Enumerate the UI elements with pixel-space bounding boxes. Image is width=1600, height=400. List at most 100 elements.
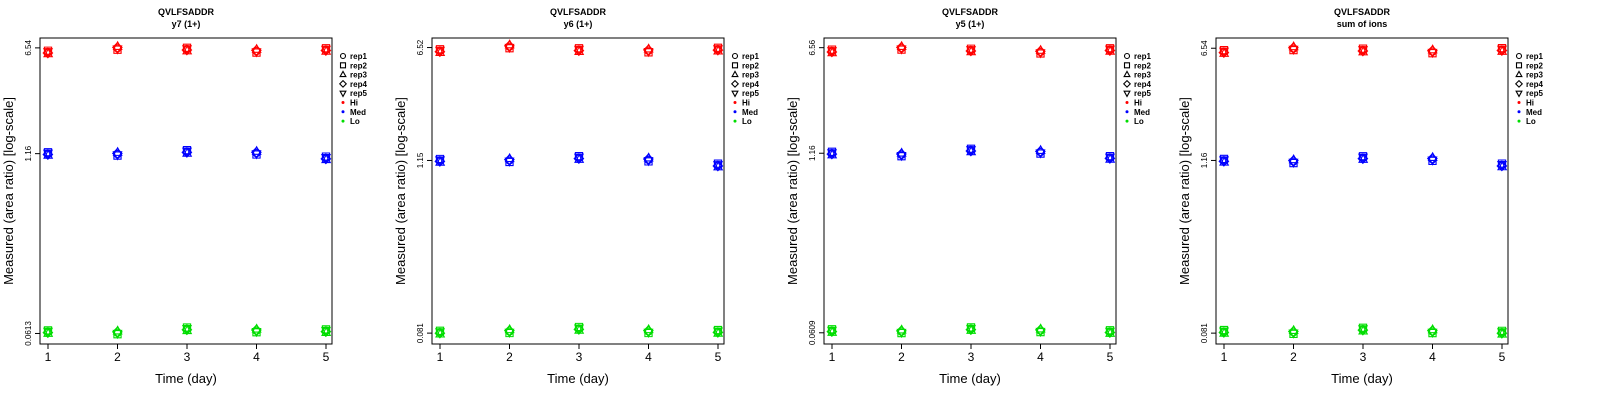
chart-subtitle: sum of ions [1337,19,1388,29]
legend-label: rep4 [742,80,759,89]
data-point [1427,48,1438,59]
data-point [896,151,907,162]
legend-label: Lo [1134,117,1144,126]
data-point [712,327,724,337]
legend-label: Lo [742,117,752,126]
legend-marker [1123,62,1131,69]
legend-label: rep2 [742,61,759,70]
data-point [320,154,332,164]
legend-label: rep1 [350,52,367,61]
legend-marker [730,79,740,88]
y-tick-label: 0.0613 [24,321,33,346]
data-point [1035,149,1046,159]
data-point [42,48,54,58]
data-point [573,153,585,163]
x-tick-label: 3 [968,350,975,364]
legend-marker [1125,101,1129,104]
chart-title: QVLFSADDR [158,7,215,17]
series-med [42,145,332,165]
series-lo [1218,323,1508,339]
legend-label: Hi [742,99,750,108]
series-hi [1218,41,1508,59]
chart-subtitle: y5 (1+) [956,19,985,29]
x-tick-label: 4 [645,350,652,364]
x-tick-label: 1 [829,350,836,364]
legend-marker [733,119,737,123]
x-axis-label: Time (day) [547,371,609,386]
legend-label: Hi [1134,99,1142,108]
series-lo [42,323,332,340]
legend-label: rep3 [1526,71,1543,80]
legend-label: rep4 [1134,80,1151,89]
x-tick-label: 5 [1107,350,1114,364]
series-lo [434,322,724,339]
data-point [1035,327,1046,338]
data-point [1496,161,1508,171]
x-tick-label: 5 [715,350,722,364]
plot-frame [431,37,725,345]
y-tick-label: 0.0609 [808,320,817,345]
data-point [112,329,123,340]
data-point [42,327,54,338]
chart-panel-4: QVLFSADDR sum of ions 1 2 3 4 5 0.081 1.16 6.54 Ti… [1177,7,1543,386]
legend-marker [341,119,345,123]
legend-marker [1517,119,1521,123]
legend-label: Med [1134,108,1150,117]
y-tick-label: 1.16 [808,145,817,161]
legend-label: rep5 [350,89,367,98]
x-tick-label: 2 [1290,350,1297,364]
y-axis-label: Measured (area ratio) [log-scale] [393,97,408,285]
legend-label: rep3 [350,71,367,80]
legend-marker [1123,52,1131,60]
x-tick-label: 3 [1360,350,1367,364]
legend-label: Hi [1526,99,1534,108]
y-axis-label: Measured (area ratio) [log-scale] [1,97,16,285]
data-point [1104,153,1116,163]
legend-marker [339,70,347,78]
data-point [1104,45,1116,55]
data-point [1104,327,1116,337]
data-point [1218,47,1230,57]
data-point [896,45,907,55]
series-med [1218,151,1508,172]
data-point [1496,45,1508,55]
legend-marker [731,90,739,98]
data-point [181,45,193,55]
data-point [643,328,654,338]
y-tick-label: 6.52 [416,39,425,55]
legend-label: rep3 [742,71,759,80]
legend-label: Lo [350,117,360,126]
data-point [434,328,446,338]
legend-marker [1122,79,1132,88]
legend-label: Med [1526,108,1542,117]
legend-marker [1515,62,1523,69]
legend-marker [338,79,348,88]
data-point [504,43,515,54]
series-hi [42,40,332,59]
plot-frame [1215,37,1509,345]
data-point [251,327,262,338]
legend-marker [339,90,347,98]
legend-marker [731,62,739,69]
x-tick-label: 2 [114,350,121,364]
series-med [826,144,1116,164]
x-tick-label: 4 [1429,350,1436,364]
legend-marker [1123,90,1131,98]
data-point [112,151,123,161]
data-point [965,324,977,335]
data-point [320,326,332,337]
legend-marker [1515,52,1523,60]
x-tick-label: 2 [506,350,513,364]
data-point [896,328,907,339]
x-tick-label: 2 [898,350,905,364]
data-point [504,328,515,338]
x-axis-label: Time (day) [939,371,1001,386]
data-point [1427,328,1438,338]
data-point [1218,327,1230,337]
data-point [1288,329,1299,339]
chart-subtitle: y7 (1+) [172,19,201,29]
legend-marker [733,101,737,104]
data-point [1357,46,1369,56]
y-tick-label: 1.15 [416,152,425,168]
